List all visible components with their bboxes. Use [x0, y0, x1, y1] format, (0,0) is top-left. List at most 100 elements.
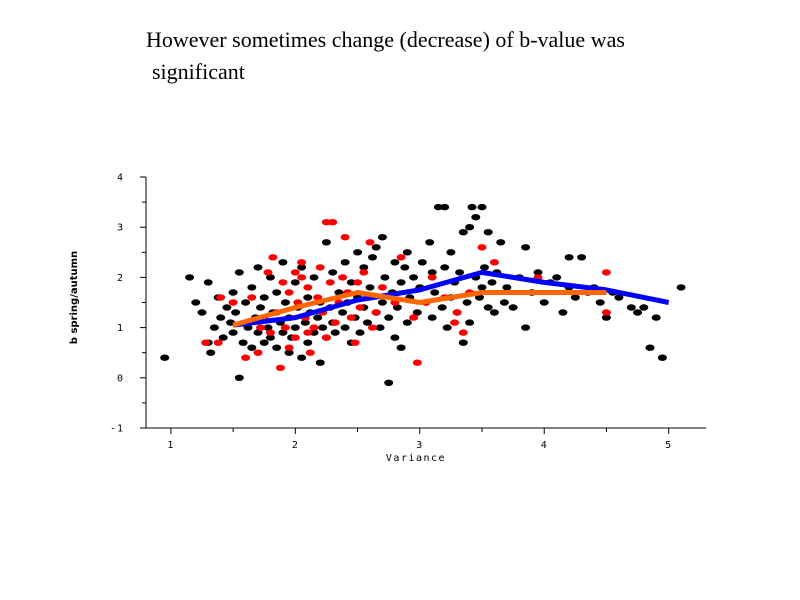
- chart-axes: [140, 176, 706, 434]
- red-data-point: [321, 219, 331, 226]
- black-data-point: [253, 264, 263, 271]
- black-data-point: [483, 304, 493, 311]
- black-data-point: [272, 289, 282, 296]
- black-data-point: [433, 203, 443, 211]
- black-data-point: [259, 339, 269, 346]
- black-data-point: [442, 324, 452, 331]
- black-data-point: [231, 309, 241, 316]
- black-data-point: [203, 279, 213, 286]
- x-tick-label: 4: [541, 440, 548, 451]
- black-data-point: [185, 274, 195, 281]
- red-data-point: [412, 359, 422, 366]
- red-data-point: [328, 219, 338, 226]
- black-data-point: [455, 269, 465, 276]
- black-data-point: [626, 304, 636, 311]
- black-data-point: [390, 259, 400, 266]
- black-data-point: [487, 279, 497, 286]
- black-data-point: [430, 289, 440, 296]
- black-data-point: [570, 294, 580, 301]
- black-data-point: [346, 279, 356, 286]
- black-data-point: [321, 239, 331, 246]
- black-data-point: [377, 234, 387, 241]
- black-data-point: [480, 264, 489, 271]
- black-data-point: [676, 284, 686, 291]
- black-data-point: [340, 324, 350, 331]
- black-data-point: [409, 274, 419, 281]
- black-data-point: [440, 264, 450, 271]
- black-data-point: [425, 239, 435, 246]
- black-data-point: [272, 344, 282, 351]
- red-data-point: [278, 279, 288, 286]
- red-data-point: [325, 279, 335, 286]
- black-data-point: [284, 349, 294, 356]
- black-data-point: [313, 314, 323, 321]
- red-data-point: [290, 334, 300, 341]
- black-data-point: [278, 329, 288, 336]
- x-axis-title: Variance: [386, 453, 446, 464]
- black-data-point: [539, 299, 549, 306]
- black-data-point: [402, 249, 412, 256]
- red-data-point: [321, 334, 331, 341]
- chart-lines: [232, 269, 670, 328]
- red-data-point: [263, 269, 273, 276]
- black-data-point: [417, 259, 427, 266]
- red-data-point: [353, 279, 363, 286]
- black-data-point: [234, 374, 244, 381]
- black-data-point: [384, 314, 394, 321]
- red-data-point: [409, 314, 419, 321]
- black-data-point: [338, 309, 348, 316]
- black-data-point: [228, 289, 238, 296]
- y-axis-title: b spring/autumn: [69, 251, 80, 344]
- red-data-point: [268, 254, 278, 261]
- black-data-point: [483, 229, 493, 236]
- red-data-point: [377, 284, 387, 291]
- black-data-point: [353, 249, 363, 256]
- black-data-point: [552, 274, 562, 281]
- red-data-point: [201, 339, 211, 346]
- black-data-point: [440, 203, 450, 211]
- black-data-point: [297, 264, 307, 271]
- red-data-point: [241, 354, 251, 361]
- black-data-point: [458, 229, 468, 236]
- black-data-point: [462, 299, 472, 306]
- black-data-point: [412, 309, 422, 316]
- black-data-point: [191, 299, 201, 306]
- black-data-point: [521, 244, 531, 251]
- red-data-point: [228, 299, 238, 306]
- red-data-point: [265, 329, 275, 336]
- black-data-point: [633, 309, 643, 316]
- black-data-point: [263, 324, 273, 331]
- black-data-point: [247, 284, 257, 291]
- red-data-point: [477, 244, 487, 251]
- black-data-point: [359, 264, 369, 271]
- black-data-point: [645, 344, 655, 351]
- red-data-point: [275, 364, 285, 371]
- black-data-point: [496, 239, 506, 246]
- black-data-point: [499, 299, 509, 306]
- red-data-point: [365, 239, 375, 246]
- black-data-point: [206, 349, 216, 356]
- slide-title-line-1: However sometimes change (decrease) of b…: [146, 27, 625, 52]
- x-tick-label: 5: [665, 440, 672, 451]
- black-data-point: [280, 299, 290, 306]
- black-data-point: [396, 344, 406, 351]
- black-data-point: [427, 269, 437, 276]
- red-data-point: [253, 349, 263, 356]
- red-data-point: [346, 314, 356, 321]
- red-data-point: [601, 269, 611, 276]
- black-data-point: [375, 324, 385, 331]
- black-data-point: [256, 304, 265, 311]
- red-data-point: [284, 289, 294, 296]
- black-data-point: [209, 324, 219, 331]
- red-data-point: [450, 319, 460, 326]
- black-data-point: [197, 309, 207, 316]
- red-data-point: [359, 269, 369, 276]
- black-data-point: [465, 319, 475, 326]
- red-data-point: [355, 304, 365, 311]
- black-data-point: [259, 294, 269, 301]
- black-data-point: [651, 314, 661, 321]
- red-data-point: [601, 309, 611, 316]
- black-data-point: [265, 334, 275, 341]
- black-data-point: [377, 299, 387, 306]
- black-data-point: [234, 269, 244, 276]
